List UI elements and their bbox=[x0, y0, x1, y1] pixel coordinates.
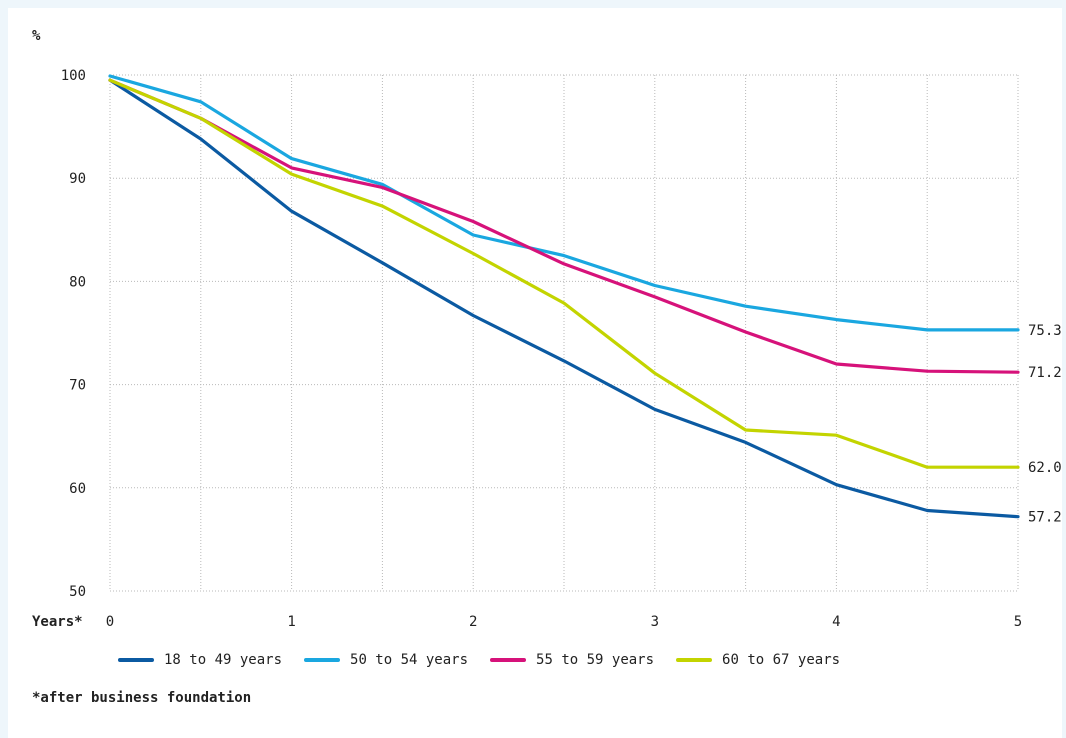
end-value-label: 57.2 bbox=[1028, 510, 1062, 526]
series-line-1 bbox=[108, 74, 1020, 332]
line-chart: % 50 60 70 80 90 100 Years* 0 1 2 3 4 5 57.2 75.3 71… bbox=[32, 28, 1062, 630]
legend-swatch-50-54 bbox=[304, 658, 341, 662]
legend-swatch-18-49 bbox=[118, 658, 154, 662]
legend-label-60-67: 60 to 67 years bbox=[722, 652, 841, 668]
legend-item-55-59: 55 to 59 years bbox=[490, 652, 654, 668]
series-line-0 bbox=[108, 78, 1020, 519]
series-line-3 bbox=[108, 78, 1020, 469]
legend-item-18-49: 18 to 49 years bbox=[118, 652, 282, 668]
legend: 18 to 49 years 50 to 54 years 55 to 59 y… bbox=[118, 652, 862, 668]
legend-label-18-49: 18 to 49 years bbox=[164, 652, 283, 668]
series-lines bbox=[108, 74, 1020, 519]
y-unit-label: % bbox=[32, 28, 41, 44]
x-tick-label: 1 bbox=[287, 614, 295, 630]
y-tick-label: 50 bbox=[69, 584, 86, 600]
end-value-label: 71.2 bbox=[1028, 365, 1062, 381]
legend-label-55-59: 55 to 59 years bbox=[536, 652, 655, 668]
y-tick-label: 60 bbox=[69, 481, 86, 497]
legend-item-50-54: 50 to 54 years bbox=[304, 652, 468, 668]
y-tick-label: 70 bbox=[69, 378, 86, 394]
y-tick-label: 90 bbox=[69, 171, 86, 187]
x-tick-label: 0 bbox=[106, 614, 114, 630]
x-axis-label: Years* bbox=[32, 614, 83, 630]
x-tick-label: 5 bbox=[1014, 614, 1022, 630]
legend-item-60-67: 60 to 67 years bbox=[676, 652, 840, 668]
x-tick-label: 4 bbox=[832, 614, 840, 630]
x-tick-labels: 0 1 2 3 4 5 bbox=[106, 614, 1022, 630]
end-value-label: 75.3 bbox=[1028, 323, 1062, 339]
footnote: *after business foundation bbox=[32, 690, 252, 706]
legend-swatch-60-67 bbox=[676, 658, 713, 662]
legend-label-50-54: 50 to 54 years bbox=[350, 652, 469, 668]
end-value-label: 62.0 bbox=[1028, 460, 1062, 476]
end-value-labels: 57.2 75.3 71.2 62.0 bbox=[1028, 323, 1062, 526]
x-tick-label: 3 bbox=[651, 614, 659, 630]
legend-swatch-55-59 bbox=[490, 658, 527, 662]
x-tick-label: 2 bbox=[469, 614, 477, 630]
chart-card: % 50 60 70 80 90 100 Years* 0 1 2 3 4 5 57.2 75.3 71… bbox=[8, 8, 1062, 738]
series-line-2 bbox=[108, 78, 1020, 374]
y-tick-labels: 50 60 70 80 90 100 bbox=[61, 68, 86, 600]
y-tick-label: 100 bbox=[61, 68, 86, 84]
y-tick-label: 80 bbox=[69, 274, 86, 290]
gridlines bbox=[109, 74, 1019, 592]
